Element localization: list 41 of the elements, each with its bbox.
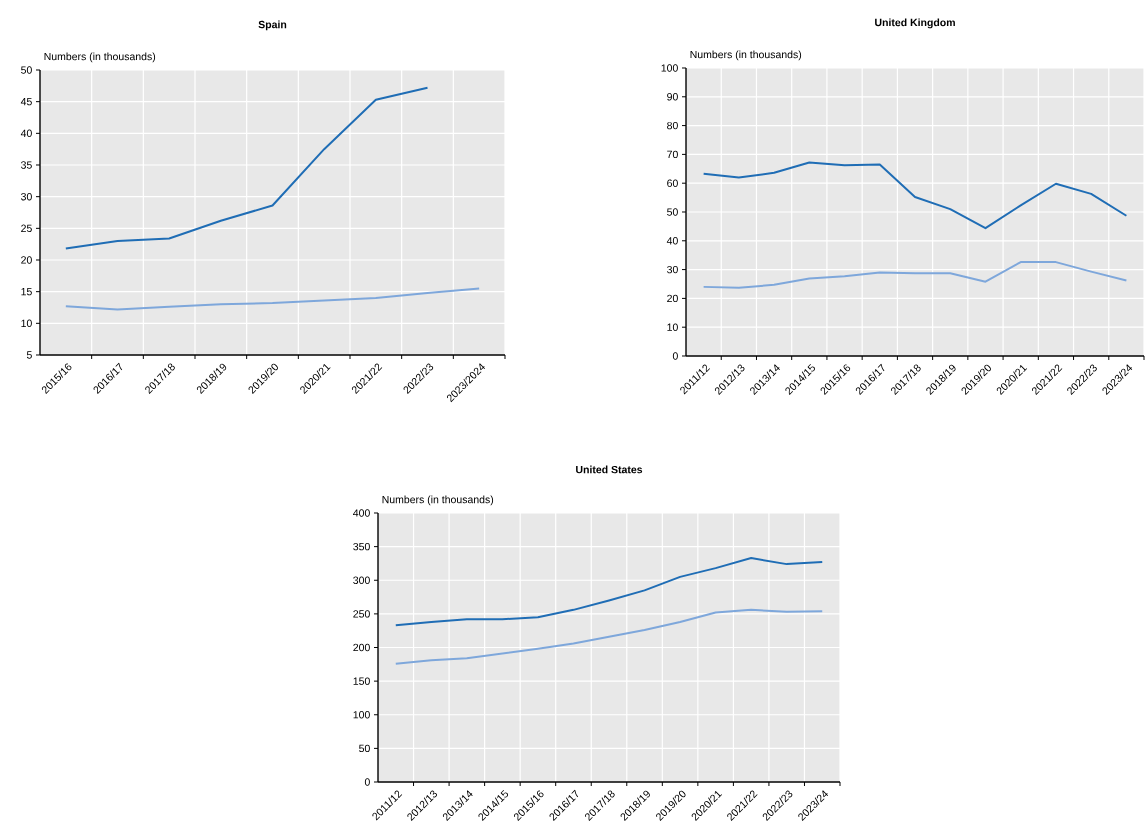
line-series — [702, 161, 1128, 230]
y-tick-label: 100 — [353, 711, 370, 719]
y-tick-label: 60 — [667, 179, 678, 187]
y-tick-label: 80 — [667, 121, 678, 130]
y-tick-label: 70 — [667, 150, 678, 159]
y-tick-label: 15 — [21, 288, 32, 296]
y-tick-label: 50 — [21, 66, 32, 74]
chart-title: United States — [576, 465, 643, 474]
chart-title: United Kingdom — [875, 18, 955, 29]
y-tick-label: 0 — [672, 352, 678, 360]
y-tick-label: 10 — [667, 323, 678, 331]
y-tick-label: 100 — [661, 64, 678, 72]
chart-title: Spain — [258, 20, 287, 31]
y-tick-label: 90 — [667, 93, 678, 101]
y-tick-label: 0 — [364, 778, 370, 786]
y-tick-label: 35 — [21, 161, 32, 169]
y-tick-label: 50 — [359, 744, 370, 753]
y-tick-label: 40 — [20, 129, 32, 138]
y-tick-label: 45 — [20, 98, 32, 106]
y-axis-title: Numbers (in thousands) — [690, 50, 802, 61]
y-tick-label: 5 — [26, 351, 32, 359]
line-series — [702, 261, 1128, 289]
y-tick-label: 40 — [666, 237, 678, 245]
y-axis-title: Numbers (in thousands) — [44, 52, 156, 63]
y-tick-label: 20 — [21, 256, 32, 264]
y-tick-label: 20 — [667, 294, 678, 303]
line-series — [64, 287, 481, 311]
y-tick-label: 25 — [21, 224, 32, 233]
y-tick-label: 200 — [353, 643, 370, 652]
y-tick-label: 150 — [353, 677, 370, 685]
line-series — [394, 557, 824, 627]
y-tick-label: 30 — [21, 192, 32, 201]
y-tick-label: 250 — [353, 610, 370, 618]
y-tick-label: 30 — [667, 265, 678, 274]
line-series — [64, 86, 429, 250]
y-axis-title: Numbers (in thousands) — [382, 495, 494, 506]
y-tick-label: 10 — [21, 319, 32, 328]
y-tick-label: 350 — [353, 542, 370, 551]
y-tick-label: 400 — [353, 509, 370, 517]
y-tick-label: 300 — [353, 576, 370, 584]
y-tick-label: 50 — [667, 208, 678, 216]
